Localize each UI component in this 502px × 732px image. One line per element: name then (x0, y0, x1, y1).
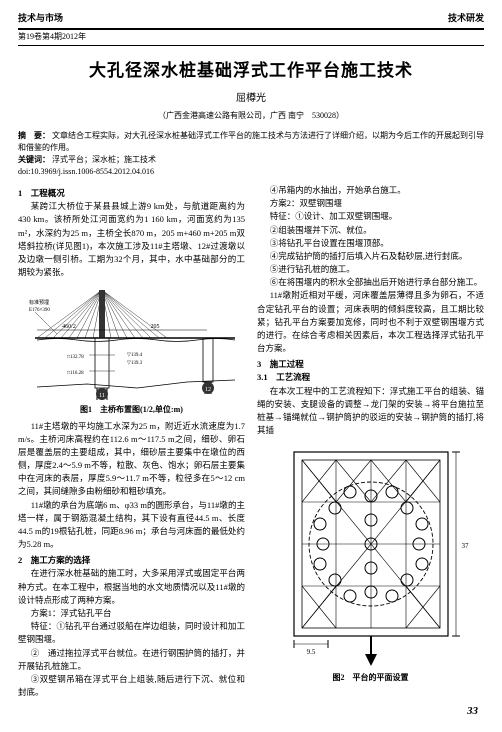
para-2d1: 特征：①设计、加工双壁钢围堰。 (257, 210, 484, 223)
keywords-text: 浮式平台；深水桩；施工技术 (52, 155, 156, 164)
figure-1-svg: 11 12 460/2 205 标准预埋 E176×390 □132.78 □1… (27, 282, 237, 402)
abstract-label: 摘 要： (18, 131, 50, 140)
header-right: 技术研发 (448, 12, 484, 26)
figure-2: 9.5 37 图2 平台的平面设置 (257, 440, 484, 684)
svg-text:37: 37 (461, 542, 469, 550)
svg-text:205: 205 (150, 324, 159, 330)
para-2d2: ②组装围堰并下沉、就位。 (257, 224, 484, 237)
svg-text:9.5: 9.5 (306, 648, 315, 656)
para-1a: 某跨江大桥位于某县县城上游9 km处，与航道距离约为430 km。该桥所处江河面… (18, 200, 245, 279)
para-2b1: 特征：①钻孔平台通过驳船在岸边组装，同时设计和加工壁钢围堰。 (18, 620, 245, 646)
para-2b3: ③双壁钢吊箱在浮式平台上组装,随后进行下沉、就位和封底。 (18, 673, 245, 699)
svg-text:E176×390: E176×390 (29, 308, 50, 313)
keywords-label: 关键词： (18, 155, 50, 164)
body-columns: 1 工程概况 某跨江大桥位于某县县城上游9 km处，与航道距离约为430 km。… (18, 184, 484, 699)
svg-text:12: 12 (205, 387, 211, 393)
svg-text:□116.28: □116.28 (67, 371, 84, 376)
svg-text:460/2: 460/2 (62, 324, 76, 330)
abstract-block: 摘 要： 文章结合工程实际，对大孔径深水桩基础浮式工作平台的施工技术与方法进行了… (18, 130, 484, 178)
para-31: 在本次工程中的工艺流程知下：浮式施工平台的组装、锚绳的安装、支腿设备的调整→龙门… (257, 385, 484, 438)
svg-text:▽139.4: ▽139.4 (127, 352, 143, 358)
page-header: 技术与市场 技术研发 (18, 12, 484, 30)
para-2d3: ③将钻孔平台设置在围堰顶部。 (257, 237, 484, 250)
doi: doi:10.3969/j.issn.1006-8554.2012.04.016 (18, 167, 154, 176)
author: 屈樽光 (18, 91, 484, 106)
para-1c: 11#墩的承台为底端6 m、φ33 m的圆形承台，与11#墩的主塔一样，属于钢筋… (18, 499, 245, 552)
page: 技术与市场 技术研发 第19卷第4期2012年 大孔径深水桩基础浮式工作平台施工… (0, 0, 502, 732)
section-3-heading: 3 施工过程 (257, 358, 484, 371)
figure-1-caption: 图1 主桥布置图(1/2,单位:m) (18, 404, 245, 416)
para-2e: 11#墩附近相对平缓，河床覆盖层薄得且多为卵石，不适合定钻孔平台的设置；河床表明… (257, 289, 484, 355)
para-2b2: ② 通过拖拉浮式平台就位。在进行钢围护筒的插打，并开展钻孔桩施工。 (18, 647, 245, 673)
para-2d-h: 方案2：双壁钢围堰 (257, 197, 484, 210)
figure-2-caption: 图2 平台的平面设置 (257, 672, 484, 684)
section-2-heading: 2 施工方案的选择 (18, 554, 245, 567)
affiliation: （广西金港高速公路有限公司，广西 南宁 530028） (18, 110, 484, 122)
para-2a: 在进行深水桩基础的施工时，大多采用浮式或固定平台两种方式。在本工程中，根据当地的… (18, 567, 245, 607)
svg-text:▽139.3: ▽139.3 (127, 360, 143, 366)
svg-text:□132.78: □132.78 (67, 355, 84, 360)
header-left: 技术与市场 (18, 12, 63, 26)
para-2b-h: 方案1：浮式钻孔平台 (18, 607, 245, 620)
para-1b: 11#主塔墩的平均施工水深为25 m，附近近水流速度为1.7 m/s。主桥河床高… (18, 420, 245, 499)
svg-text:标准预埋: 标准预埋 (29, 299, 49, 306)
section-3-1-heading: 3.1 工艺流程 (257, 371, 484, 384)
figure-2-svg: 9.5 37 (272, 440, 470, 670)
section-1-heading: 1 工程概况 (18, 187, 245, 200)
issue-line: 第19卷第4期2012年 (18, 30, 484, 46)
page-number: 33 (18, 703, 484, 720)
svg-text:11: 11 (99, 393, 105, 399)
abstract-text: 文章结合工程实际，对大孔径深水桩基础浮式工作平台的施工技术与方法进行了详细介绍，… (18, 131, 484, 152)
para-2d4: ④完成钻护筒的插打后填入片石及黏砂层,进行封底。 (257, 250, 484, 263)
para-2d5: ⑤进行钻孔桩的施工。 (257, 263, 484, 276)
figure-1: 11 12 460/2 205 标准预埋 E176×390 □132.78 □1… (18, 282, 245, 416)
article-title: 大孔径深水桩基础浮式工作平台施工技术 (18, 58, 484, 84)
para-2c: ④吊箱内的水抽出，开始承台施工。 (257, 184, 484, 197)
para-2d6: ⑥在将围堰内的积水全部抽出后开始进行承台部分施工。 (257, 276, 484, 289)
